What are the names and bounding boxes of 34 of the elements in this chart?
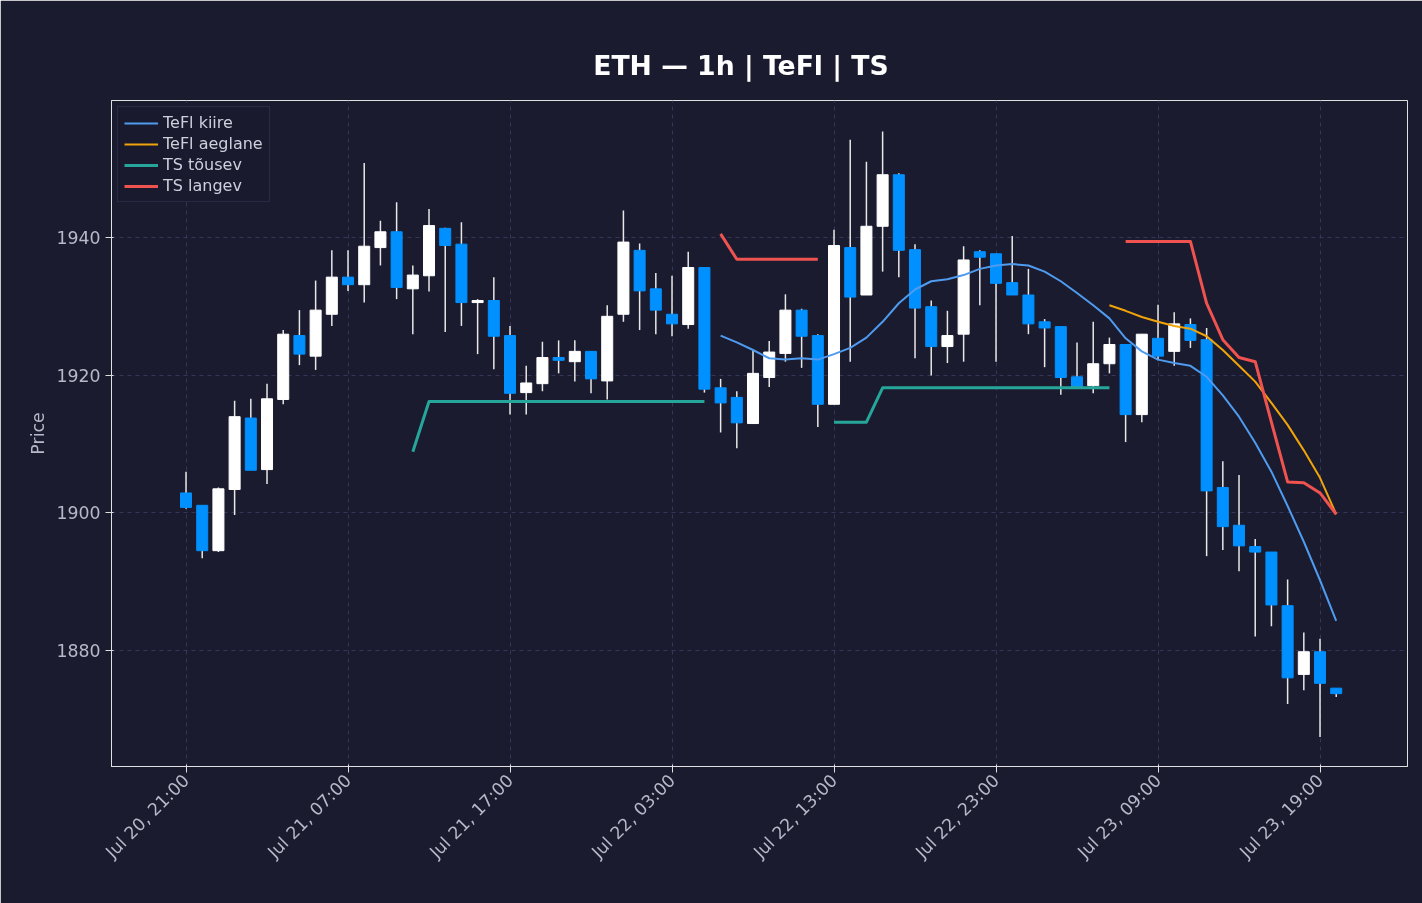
legend-label: TS langev bbox=[163, 176, 242, 195]
legend-label: TeFl aeglane bbox=[163, 134, 263, 153]
candlestick bbox=[649, 272, 662, 335]
legend-label: TS tõusev bbox=[163, 155, 242, 174]
candlestick bbox=[1087, 321, 1100, 395]
candlestick bbox=[1233, 474, 1246, 573]
candlestick bbox=[180, 470, 193, 510]
candlestick bbox=[406, 264, 419, 335]
candlestick bbox=[1038, 318, 1051, 368]
candlestick bbox=[1006, 235, 1019, 296]
chart-title: ETH — 1h | TeFl | TS bbox=[593, 49, 889, 82]
candlestick bbox=[1103, 336, 1116, 375]
candlestick bbox=[1249, 538, 1262, 638]
candlestick bbox=[714, 378, 727, 434]
y-tick-label: 1940 bbox=[56, 228, 101, 249]
candlestick bbox=[293, 309, 306, 366]
candlestick bbox=[1152, 303, 1165, 362]
candlestick bbox=[973, 249, 986, 307]
y-tick-label: 1920 bbox=[56, 365, 101, 386]
candlestick bbox=[552, 339, 565, 375]
candlestick bbox=[374, 220, 387, 267]
y-tick-label: 1900 bbox=[56, 503, 101, 524]
candlestick bbox=[941, 310, 954, 364]
y-tick-label: 1880 bbox=[56, 640, 101, 661]
legend-label: TeFl kiire bbox=[163, 113, 233, 132]
candlestick bbox=[666, 275, 679, 337]
candlestick bbox=[342, 249, 355, 292]
line-series bbox=[719, 263, 1338, 622]
candlestick bbox=[471, 298, 484, 355]
candlestick bbox=[439, 226, 452, 333]
y-axis-title: Price bbox=[28, 412, 49, 455]
candlestick bbox=[1297, 631, 1310, 691]
candlestick bbox=[568, 339, 581, 383]
candlestick bbox=[520, 365, 533, 416]
